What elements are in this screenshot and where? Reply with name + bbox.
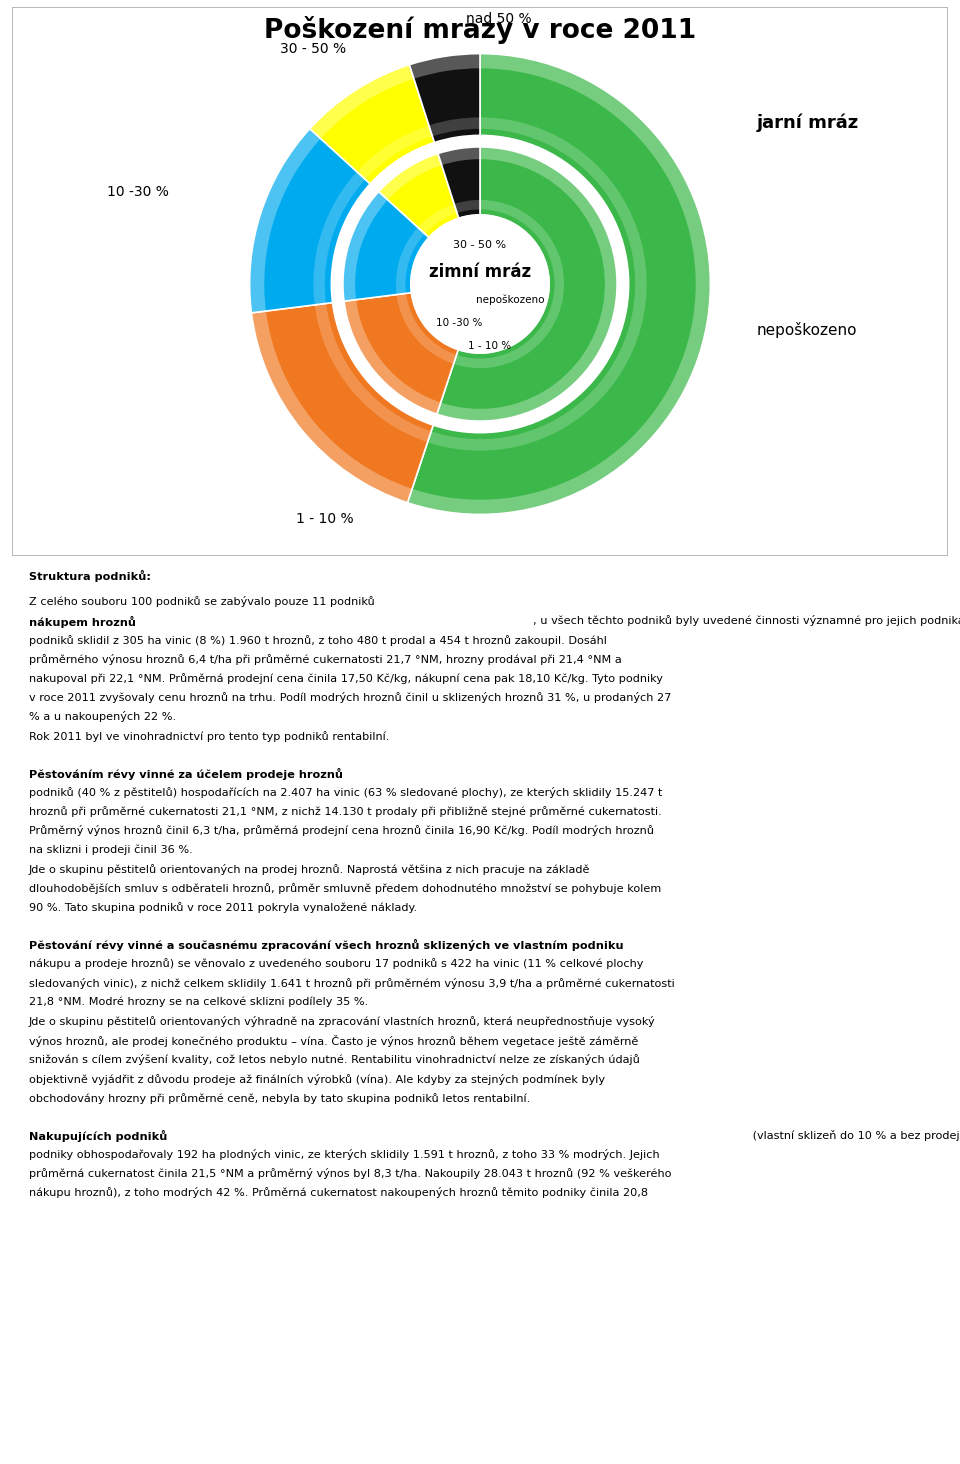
Wedge shape <box>315 303 431 442</box>
FancyBboxPatch shape <box>12 7 948 556</box>
Text: Pěstování révy vinné a současnému zpracování všech hroznů sklizených ve vlastním: Pěstování révy vinné a současnému zpraco… <box>29 940 623 952</box>
Wedge shape <box>396 293 457 365</box>
Wedge shape <box>250 129 321 313</box>
Text: průměrného výnosu hroznů 6,4 t/ha při průměrné cukernatosti 21,7 °NM, hrozny pro: průměrného výnosu hroznů 6,4 t/ha při pr… <box>29 654 621 665</box>
Text: dlouhodobějších smluv s odběrateli hroznů, průměr smluvně předem dohodnutého mno: dlouhodobějších smluv s odběrateli hrozn… <box>29 883 661 895</box>
Text: nakupoval při 22,1 °NM. Průměrná prodejní cena činila 17,50 Kč/kg, nákupní cena : nakupoval při 22,1 °NM. Průměrná prodejn… <box>29 673 662 684</box>
Wedge shape <box>437 146 617 422</box>
Text: Rok 2011 byl ve vinohradnictví pro tento typ podniků rentabilní.: Rok 2011 byl ve vinohradnictví pro tento… <box>29 731 389 742</box>
Text: , u všech těchto podniků byly uvedené činnosti významné pro jejich podnikání. Te: , u všech těchto podniků byly uvedené či… <box>533 615 960 627</box>
Text: Nakupujících podniků: Nakupujících podniků <box>29 1130 167 1142</box>
Text: nákupem hroznů: nákupem hroznů <box>29 615 135 628</box>
Text: snižován s cílem zvýšení kvality, což letos nebylo nutné. Rentabilitu vinohradni: snižován s cílem zvýšení kvality, což le… <box>29 1054 639 1066</box>
Text: % a u nakoupených 22 %.: % a u nakoupených 22 %. <box>29 712 176 722</box>
Wedge shape <box>344 300 441 414</box>
Text: nepoškozeno: nepoškozeno <box>756 322 857 338</box>
Text: Pěstováním révy vinné za účelem prodeje hroznů: Pěstováním révy vinné za účelem prodeje … <box>29 767 343 780</box>
Wedge shape <box>427 117 647 451</box>
Wedge shape <box>453 201 564 367</box>
Text: 21,8 °NM. Modré hrozny se na celkové sklizni podílely 35 %.: 21,8 °NM. Modré hrozny se na celkové skl… <box>29 997 368 1007</box>
Text: 10 -30 %: 10 -30 % <box>436 318 483 328</box>
Circle shape <box>411 215 549 353</box>
Wedge shape <box>357 126 432 180</box>
Text: podniky obhospodařovaly 192 ha plodných vinic, ze kterých sklidily 1.591 t hrozn: podniky obhospodařovaly 192 ha plodných … <box>29 1149 660 1159</box>
Text: (vlastní sklizeň do 10 % a bez prodeje hroznů) bylo ve sledovaném souboru 17. Ty: (vlastní sklizeň do 10 % a bez prodeje h… <box>749 1130 960 1140</box>
Text: 10 -30 %: 10 -30 % <box>108 184 169 199</box>
Text: Průměrný výnos hroznů činil 6,3 t/ha, průměrná prodejní cena hroznů činila 16,90: Průměrný výnos hroznů činil 6,3 t/ha, pr… <box>29 826 654 836</box>
Text: průměrná cukernatost činila 21,5 °NM a průměrný výnos byl 8,3 t/ha. Nakoupily 28: průměrná cukernatost činila 21,5 °NM a p… <box>29 1168 671 1179</box>
Text: 1 - 10 %: 1 - 10 % <box>296 512 353 526</box>
Text: Jde o skupinu pěstitelů orientovaných na prodej hroznů. Naprostá většina z nich : Jde o skupinu pěstitelů orientovaných na… <box>29 864 590 874</box>
Wedge shape <box>252 310 412 502</box>
Wedge shape <box>343 192 429 302</box>
Text: v roce 2011 zvyšovaly cenu hroznů na trhu. Podíl modrých hroznů činil u sklizený: v roce 2011 zvyšovaly cenu hroznů na trh… <box>29 692 671 703</box>
Wedge shape <box>252 303 433 502</box>
Wedge shape <box>454 201 480 214</box>
Wedge shape <box>313 171 366 305</box>
Wedge shape <box>418 203 457 234</box>
Text: nákupu hroznů), z toho modrých 42 %. Průměrná cukernatost nakoupených hroznů těm: nákupu hroznů), z toho modrých 42 %. Prů… <box>29 1187 648 1199</box>
Wedge shape <box>310 64 435 184</box>
Wedge shape <box>409 54 480 79</box>
Wedge shape <box>438 146 480 165</box>
Text: Z celého souboru 100 podniků se zabývalo pouze 11 podniků: Z celého souboru 100 podniků se zabývalo… <box>29 596 378 608</box>
Text: objektivně vyjádřit z důvodu prodeje až finálních výrobků (vína). Ale kdyby za s: objektivně vyjádřit z důvodu prodeje až … <box>29 1073 605 1085</box>
Text: obchodovány hrozny při průměrné ceně, nebyla by tato skupina podniků letos renta: obchodovány hrozny při průměrné ceně, ne… <box>29 1092 530 1104</box>
Wedge shape <box>396 227 425 294</box>
Text: sledovaných vinic), z nichž celkem sklidily 1.641 t hroznů při průměrném výnosu : sledovaných vinic), z nichž celkem sklid… <box>29 978 675 988</box>
Text: výnos hroznů, ale prodej konečného produktu – vína. Často je výnos hroznů během : výnos hroznů, ale prodej konečného produ… <box>29 1035 638 1047</box>
Text: nákupu a prodeje hroznů) se věnovalo z uvedeného souboru 17 podniků s 422 ha vin: nákupu a prodeje hroznů) se věnovalo z u… <box>29 959 643 969</box>
Text: nad 50 %: nad 50 % <box>466 12 531 26</box>
Wedge shape <box>343 192 388 302</box>
Text: Jde o skupinu pěstitelů orientovaných výhradně na zpracování vlastních hroznů, k: Jde o skupinu pěstitelů orientovaných vý… <box>29 1016 656 1026</box>
Text: Struktura podniků:: Struktura podniků: <box>29 569 151 583</box>
Wedge shape <box>250 129 371 313</box>
Text: na sklizni i prodeji činil 36 %.: na sklizni i prodeji činil 36 %. <box>29 845 193 855</box>
Text: zimní mráz: zimní mráz <box>429 264 531 281</box>
Text: nepoškozeno: nepoškozeno <box>476 294 544 306</box>
Text: 30 - 50 %: 30 - 50 % <box>280 42 347 56</box>
Text: hroznů při průměrné cukernatosti 21,1 °NM, z nichž 14.130 t prodaly při přibližn: hroznů při průměrné cukernatosti 21,1 °N… <box>29 807 661 817</box>
Wedge shape <box>379 154 459 237</box>
Wedge shape <box>407 54 710 514</box>
Text: podniků (40 % z pěstitelů) hospodařících na 2.407 ha vinic (63 % sledované ploch: podniků (40 % z pěstitelů) hospodařících… <box>29 786 662 798</box>
Text: 30 - 50 %: 30 - 50 % <box>453 240 507 250</box>
Wedge shape <box>407 54 710 514</box>
Wedge shape <box>344 293 458 414</box>
Wedge shape <box>409 54 480 142</box>
Wedge shape <box>429 117 480 136</box>
Text: 90 %. Tato skupina podniků v roce 2011 pokryla vynaložené náklady.: 90 %. Tato skupina podniků v roce 2011 p… <box>29 902 417 914</box>
Wedge shape <box>438 146 480 218</box>
Text: 1 - 10 %: 1 - 10 % <box>468 341 511 351</box>
Wedge shape <box>310 64 414 139</box>
Wedge shape <box>379 154 442 199</box>
Text: Poškození mrazy v roce 2011: Poškození mrazy v roce 2011 <box>264 16 696 44</box>
Text: podniků sklidil z 305 ha vinic (8 %) 1.960 t hroznů, z toho 480 t prodal a 454 t: podniků sklidil z 305 ha vinic (8 %) 1.9… <box>29 634 607 646</box>
Text: jarní mráz: jarní mráz <box>756 114 859 132</box>
Wedge shape <box>437 146 617 422</box>
